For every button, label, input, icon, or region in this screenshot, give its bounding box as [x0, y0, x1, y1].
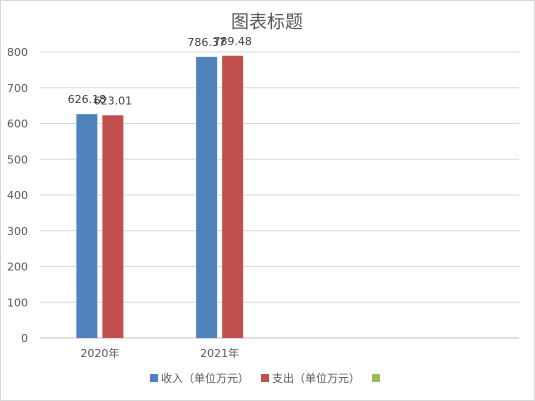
- y-tick-label: 400: [7, 189, 28, 202]
- y-tick-label: 300: [7, 225, 28, 238]
- x-tick-label: 2020年: [80, 346, 119, 360]
- legend-swatch: [150, 374, 158, 382]
- bar-income-0: [76, 114, 98, 338]
- legend-label: 收入（单位万元）: [161, 371, 249, 385]
- data-label: 623.01: [94, 94, 133, 107]
- y-tick-label: 700: [7, 82, 28, 95]
- x-tick-label: 2021年: [200, 346, 239, 360]
- y-tick-label: 500: [7, 153, 28, 166]
- legend-label: 支出（单位万元）: [272, 371, 360, 385]
- bar-income-1: [196, 56, 218, 338]
- legend-swatch: [372, 374, 380, 382]
- y-tick-label: 200: [7, 261, 28, 274]
- data-label: 789.48: [213, 35, 252, 48]
- y-tick-label: 0: [21, 332, 28, 345]
- y-tick-label: 100: [7, 296, 28, 309]
- bar-expense-1: [222, 55, 244, 339]
- y-tick-label: 800: [7, 46, 28, 59]
- bar-expense-0: [102, 115, 124, 338]
- data-label: 626.18: [68, 93, 107, 106]
- legend-swatch: [261, 374, 269, 382]
- y-tick-label: 600: [7, 118, 28, 131]
- chart-title: 图表标题: [231, 12, 303, 33]
- data-label: 786.37: [187, 36, 226, 49]
